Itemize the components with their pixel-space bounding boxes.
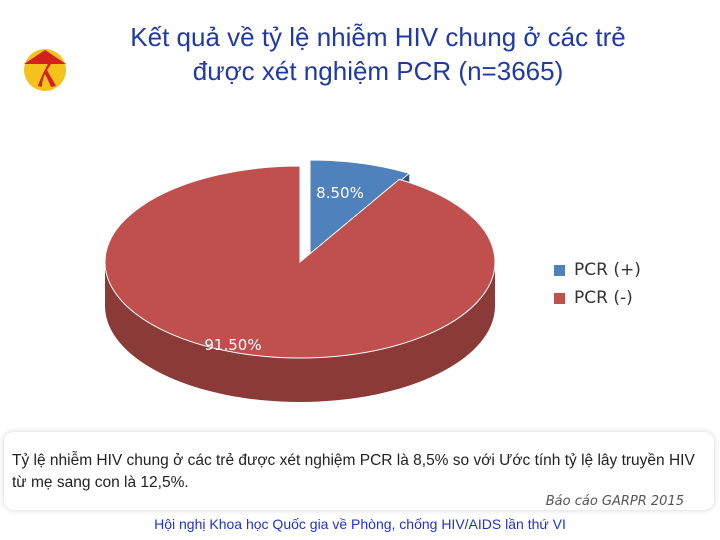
source-citation: Báo cáo GARPR 2015 — [545, 494, 684, 509]
legend-label-pcr-negative: PCR (-) — [574, 288, 633, 308]
legend-item-pcr-negative: PCR (-) — [554, 284, 641, 312]
slice-label-pcr-positive: 8.50% — [316, 184, 364, 202]
slice-label-pcr-negative: 91.50% — [204, 336, 261, 354]
note-box: Tỷ lệ nhiễm HIV chung ở các trẻ được xét… — [4, 432, 714, 510]
slice-pcr-negative — [104, 165, 496, 359]
page-title: Kết quả về tỷ lệ nhiễm HIV chung ở các t… — [78, 20, 678, 88]
conference-footer: Hội nghị Khoa học Quốc gia về Phòng, chố… — [154, 516, 566, 532]
title-line-2: được xét nghiệm PCR (n=3665) — [192, 56, 564, 86]
slice-pcr-positive — [309, 159, 411, 258]
legend-swatch-pcr-negative — [554, 292, 565, 304]
legend-item-pcr-positive: PCR (+) — [554, 256, 641, 284]
legend-swatch-pcr-positive — [554, 264, 565, 276]
legend-label-pcr-positive: PCR (+) — [574, 260, 641, 280]
red-ribbon-conical-hat-icon — [24, 49, 66, 91]
slice-side-pcr-negative — [105, 262, 495, 402]
note-text: Tỷ lệ nhiễm HIV chung ở các trẻ được xét… — [12, 452, 695, 491]
chart-legend: PCR (+) PCR (-) — [554, 256, 641, 312]
title-line-1: Kết quả về tỷ lệ nhiễm HIV chung ở các t… — [130, 22, 626, 52]
